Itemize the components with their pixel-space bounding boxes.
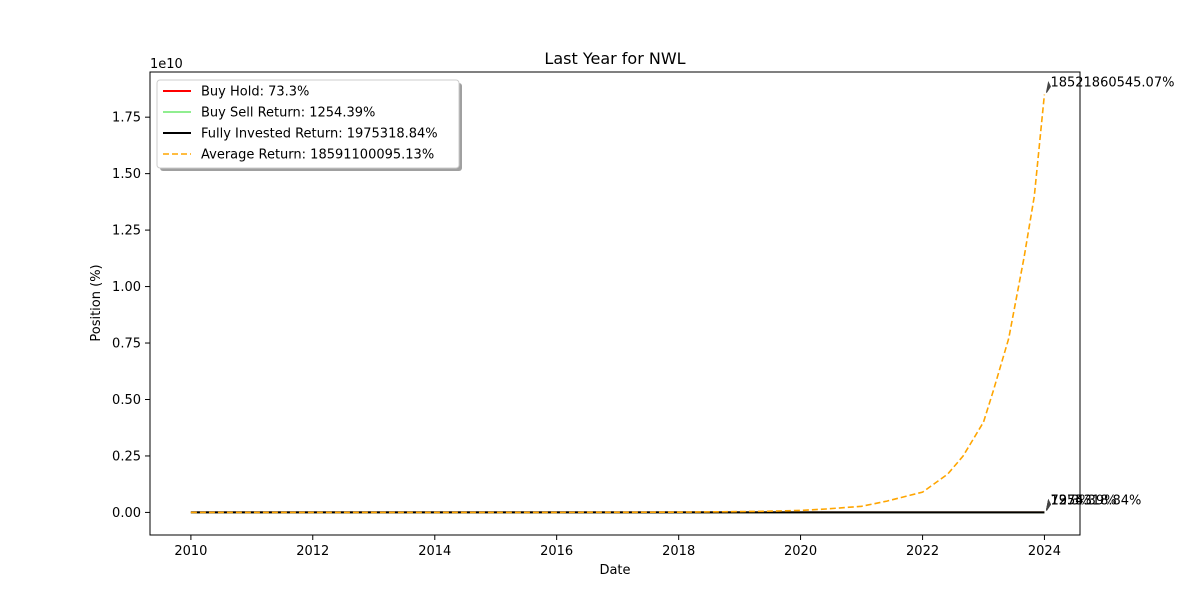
annotation-arrow <box>1045 498 1052 511</box>
legend-label: Buy Sell Return: 1254.39% <box>201 106 375 121</box>
annotation-label: 18521860545.07% <box>1050 76 1174 91</box>
legend-label: Average Return: 18591100095.13% <box>201 148 434 163</box>
y-tick-label: 0.25 <box>112 449 141 464</box>
y-axis-label: Position (%) <box>89 264 104 341</box>
x-axis-label: Date <box>599 563 630 578</box>
legend: Buy Hold: 73.3% Buy Sell Return: 1254.39%… <box>156 79 462 171</box>
annotation-label: 1254.39% <box>1050 493 1116 508</box>
chart-title: Last Year for NWL <box>544 49 685 68</box>
x-tick-label: 2020 <box>784 544 817 559</box>
y-tick-label: 1.00 <box>112 280 141 295</box>
y-tick-label: 0.00 <box>112 506 141 521</box>
legend-label: Buy Hold: 73.3% <box>201 85 309 100</box>
legend-box <box>156 79 460 169</box>
legend-items: Buy Hold: 73.3% Buy Sell Return: 1254.39%… <box>163 85 438 163</box>
plot-frame <box>149 71 1081 536</box>
legend-label: Fully Invested Return: 1975318.84% <box>201 127 438 142</box>
series-layer <box>190 94 1046 514</box>
x-tick-label: 2024 <box>1028 544 1061 559</box>
x-axis: 2010 2012 2014 2016 2018 2020 2022 2024 <box>174 535 1061 559</box>
annotation-label: 1975318.84% <box>1050 493 1141 508</box>
x-tick-label: 2012 <box>296 544 329 559</box>
x-tick-label: 2014 <box>418 544 451 559</box>
y-axis: 0.00 0.25 0.50 0.75 1.00 1.25 1.50 1.75 <box>112 111 150 521</box>
x-tick-label: 2018 <box>662 544 695 559</box>
y-tick-label: 1.75 <box>112 111 141 126</box>
plot-area: 18521860545.07% 1975318.84%1254.39%73.3% <box>149 71 1174 536</box>
annotation-arrow <box>1045 81 1052 93</box>
annotation-layer: 18521860545.07% 1975318.84%1254.39%73.3% <box>1045 76 1174 511</box>
y-tick-label: 0.50 <box>112 393 141 408</box>
x-tick-label: 2010 <box>174 544 207 559</box>
y-offset-label: 1e10 <box>150 57 183 72</box>
x-tick-label: 2016 <box>540 544 573 559</box>
annotation-label: 73.3% <box>1050 493 1091 508</box>
series-line-3 <box>190 94 1046 514</box>
x-tick-label: 2022 <box>906 544 939 559</box>
y-tick-label: 1.25 <box>112 224 141 239</box>
y-tick-label: 1.50 <box>112 167 141 182</box>
y-tick-label: 0.75 <box>112 337 141 352</box>
